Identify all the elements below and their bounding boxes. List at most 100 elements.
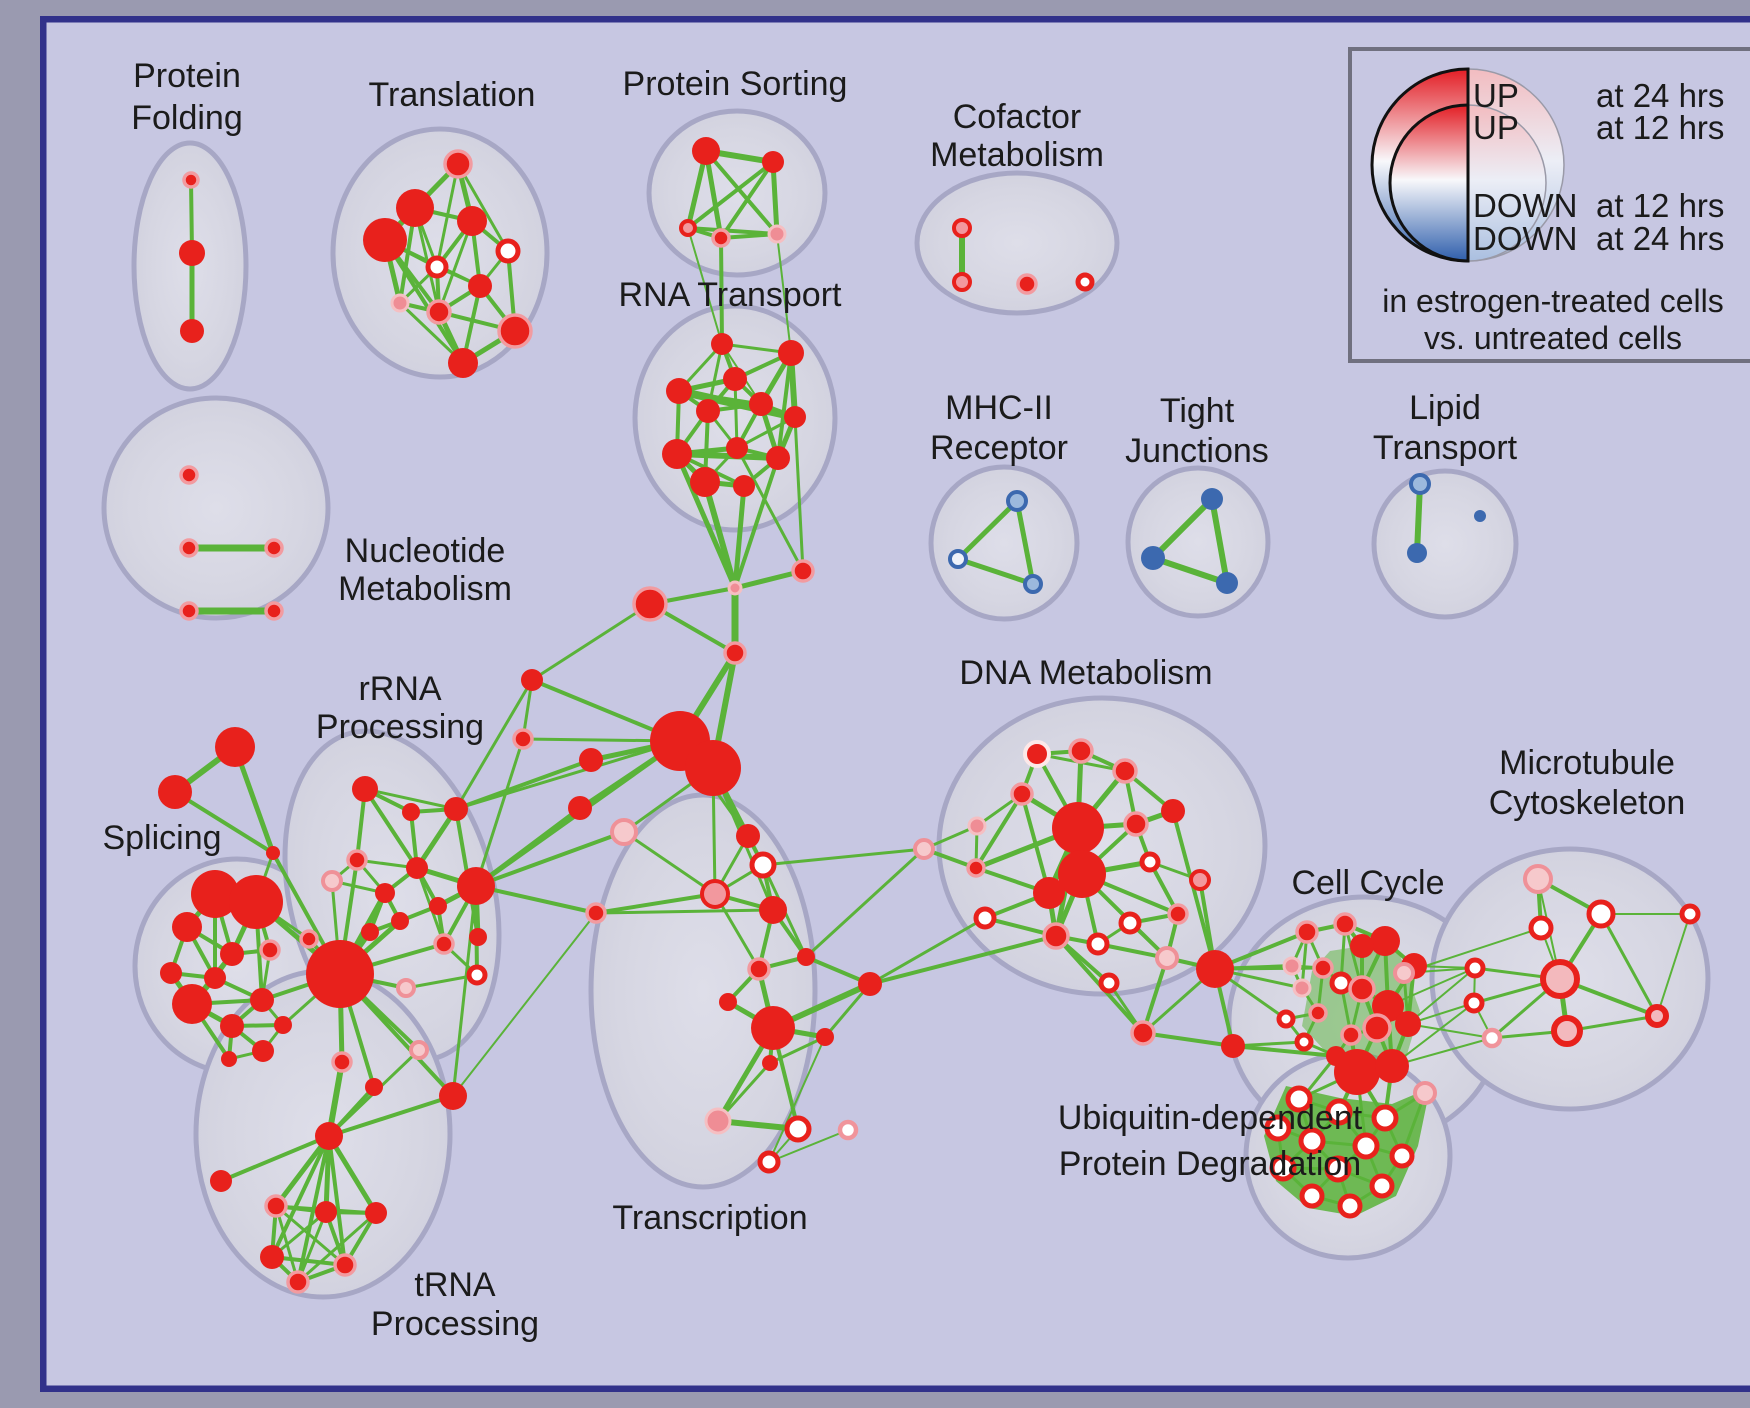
cluster-lipid-transport <box>1371 468 1519 620</box>
node-cc19 <box>1334 1049 1380 1095</box>
node-rr15 <box>469 928 487 946</box>
node-cc14 <box>1276 1009 1296 1029</box>
edge-tn1-tn3 <box>273 1133 332 1209</box>
node-dm13 <box>1139 851 1161 873</box>
node-tx14 <box>837 1119 859 1141</box>
node-tn9 <box>365 1078 383 1096</box>
edge-mh2-mh3 <box>955 556 1036 587</box>
edge-tg2-tg3 <box>173 790 275 855</box>
edge-tj1-tj2 <box>1150 496 1215 561</box>
node-dm17 <box>1086 932 1110 956</box>
edge-dm20-dm22 <box>1141 956 1169 1035</box>
edge-lf3-rr8 <box>474 830 626 888</box>
node-mt3 <box>1528 915 1554 941</box>
label-microtubule-cytoskeleton: Microtubule Cytoskeleton <box>1489 744 1686 822</box>
node-rt3 <box>666 378 692 404</box>
edge-rt8-jn3 <box>674 451 738 591</box>
node-tx1 <box>736 824 760 848</box>
node-mh1 <box>1006 490 1028 512</box>
node-tn6 <box>260 1245 284 1269</box>
edge-cc12-mt4 <box>1407 967 1476 1025</box>
edge-ps1-ps4 <box>703 148 724 241</box>
node-tn7 <box>333 1253 357 1277</box>
node-sp3 <box>172 912 202 942</box>
edge-tx10-tx11 <box>768 1035 827 1065</box>
node-tx12 <box>704 1107 732 1135</box>
node-tj1 <box>1201 488 1223 510</box>
label-rrna-processing: rRNA Processing <box>316 670 484 746</box>
node-md0 <box>632 586 668 622</box>
node-sp2 <box>229 875 283 929</box>
node-sp6 <box>160 962 182 984</box>
node-dm8 <box>1052 802 1104 854</box>
node-cc12 <box>1395 1011 1421 1037</box>
node-tr10 <box>497 313 533 349</box>
node-lt2 <box>1407 543 1427 563</box>
node-rr18 <box>409 1040 429 1060</box>
edge-rt2-rt10 <box>776 351 793 460</box>
node-tn3 <box>264 1194 288 1218</box>
node-sp1 <box>191 870 239 918</box>
node-dm23 <box>1196 950 1234 988</box>
node-dm6 <box>1161 799 1185 823</box>
node-rt4 <box>723 367 747 391</box>
node-tn4 <box>315 1201 337 1223</box>
label-rna-transport: RNA Transport <box>619 276 843 314</box>
node-cf3 <box>1016 273 1038 295</box>
edge-dm22-dm24 <box>1141 1031 1235 1048</box>
node-sp9 <box>250 988 274 1012</box>
node-rr4 <box>346 849 368 871</box>
edge-mh1-mh2 <box>955 498 1020 562</box>
node-ub11 <box>1299 1183 1325 1209</box>
node-tr5 <box>495 238 521 264</box>
node-sp7 <box>204 967 226 989</box>
edge-tn1-tn2 <box>219 1134 331 1183</box>
legend-direction-0: UP <box>1473 77 1519 114</box>
node-dm11 <box>913 838 935 860</box>
legend-caption-line-0: in estrogen-treated cells <box>1382 283 1724 319</box>
node-cf4 <box>1075 272 1095 292</box>
node-lf4 <box>585 902 607 924</box>
node-ub9 <box>1324 1155 1352 1183</box>
label-ubiquitin-degradation: Ubiquitin-dependent Protein Degradation <box>1058 1099 1363 1183</box>
node-tg3 <box>266 846 280 860</box>
edge-tx9-dm15 <box>868 916 987 986</box>
edge-mt2-mt9 <box>1599 912 1659 1018</box>
node-tr7 <box>468 274 492 298</box>
edge-cc20-mt6 <box>1391 1002 1475 1067</box>
edge-mt9-mt10 <box>1656 913 1691 1017</box>
node-dm16 <box>1042 922 1070 950</box>
cluster-transcription <box>588 792 818 1190</box>
edge-dm24-cc18 <box>1231 1044 1338 1058</box>
edge-tx9-dm16 <box>868 934 1058 986</box>
node-rt9 <box>726 437 748 459</box>
label-transcription: Transcription <box>612 1199 807 1237</box>
label-lipid-transport: Lipid Transport <box>1373 389 1518 467</box>
node-sp11 <box>274 1016 292 1034</box>
node-tx7 <box>719 993 737 1011</box>
node-jn2 <box>791 559 815 583</box>
node-tx5 <box>797 948 815 966</box>
legend-time-0: at 24 hrs <box>1596 77 1724 114</box>
node-cc15 <box>1340 1024 1362 1046</box>
network-canvas: Protein Folding Translation Protein Sorting… <box>40 16 1750 1392</box>
node-lf1 <box>579 748 603 772</box>
node-md1 <box>521 669 543 691</box>
edge-lf4-tx4 <box>594 908 775 915</box>
node-dm4 <box>1010 782 1034 806</box>
node-rr9 <box>429 897 447 915</box>
edge-tj1-tj3 <box>1209 496 1230 586</box>
edge-rt7-jn2 <box>793 415 805 573</box>
node-md2 <box>512 728 534 750</box>
label-translation: Translation <box>369 76 536 114</box>
node-rr11 <box>299 929 319 949</box>
node-cc9 <box>1292 978 1312 998</box>
node-rt6 <box>749 392 773 416</box>
node-dm18 <box>1118 911 1142 935</box>
node-rt8 <box>662 439 692 469</box>
label-cofactor-metabolism: Cofactor Metabolism <box>930 98 1104 174</box>
node-tx3 <box>700 879 730 909</box>
node-rt2 <box>778 340 804 366</box>
edge-md0-md1 <box>530 602 652 682</box>
label-dna-metabolism: DNA Metabolism <box>959 654 1212 692</box>
